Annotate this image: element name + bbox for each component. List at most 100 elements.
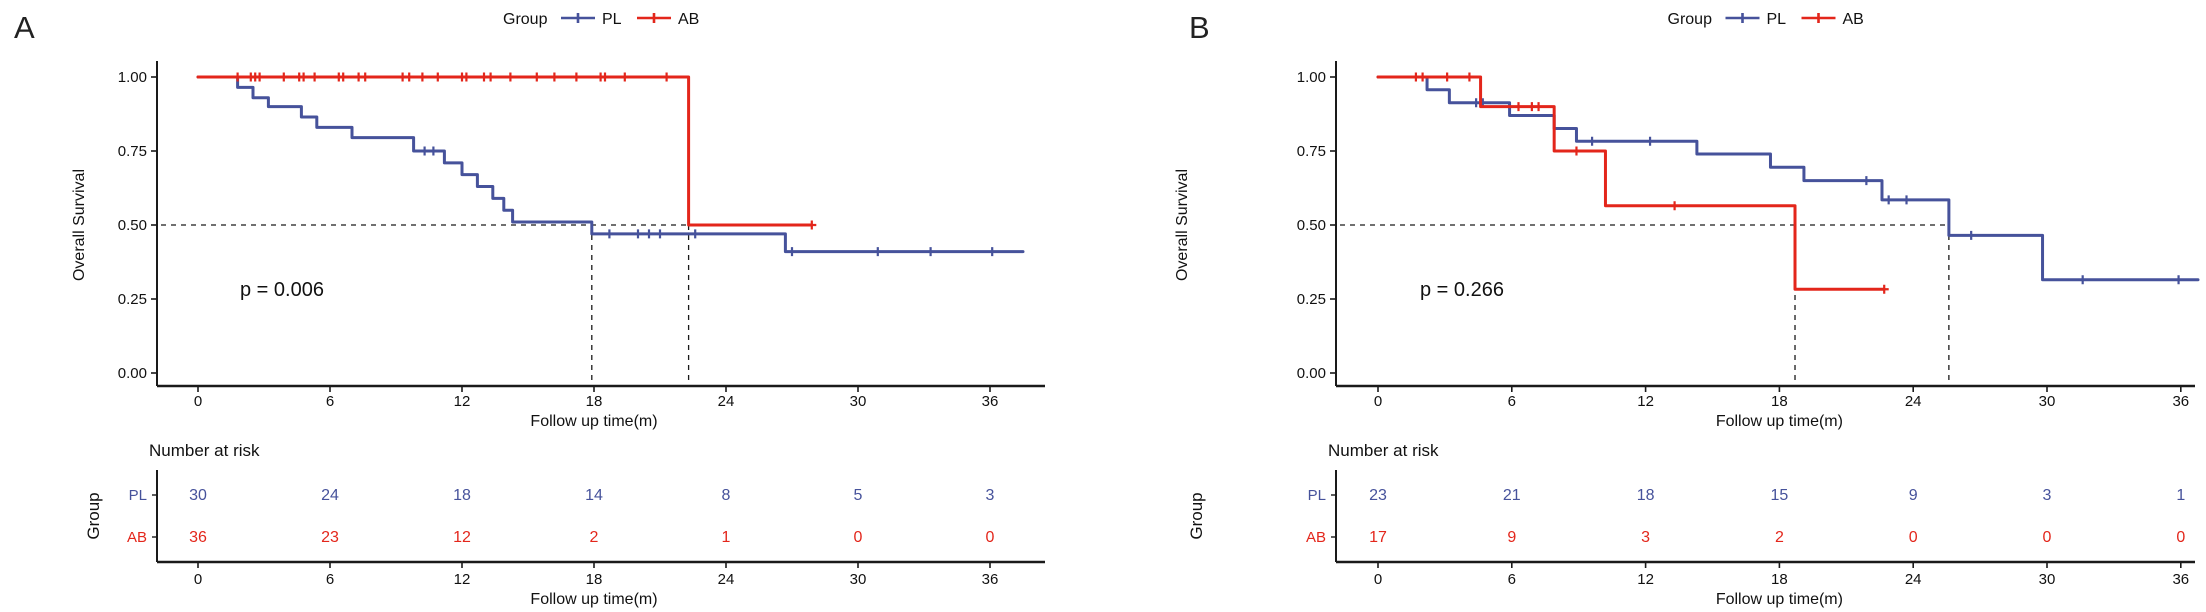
censor-marks-AB: [1411, 72, 1889, 294]
risk-count-PL: 18: [1637, 487, 1655, 504]
risk-row-label-PL: PL: [1308, 487, 1326, 504]
y-axis-title: Overall Survival: [71, 169, 88, 281]
y-tick-label: 0.75: [1297, 143, 1326, 160]
km-curve-AB: [196, 75, 814, 227]
risk-row-label-AB: AB: [1306, 529, 1326, 546]
x-tick-label: 30: [2039, 393, 2056, 410]
risk-x-tick-label: 24: [718, 571, 735, 588]
legend-key-PL-icon: [561, 13, 595, 23]
risk-x-tick-label: 12: [454, 571, 471, 588]
risk-count-PL: 3: [986, 487, 995, 504]
panel-B: B Group PL AB 0.00 0.25 0.50 0.75 1.00 Overall Su…: [1103, 0, 2206, 612]
risk-count-PL: 30: [189, 487, 207, 504]
y-tick-label: 0.50: [118, 217, 147, 234]
km-chart-B: B Group PL AB 0.00 0.25 0.50 0.75 1.00 Overall Su…: [1174, 10, 2200, 608]
risk-count-AB: 0: [2176, 529, 2185, 546]
legend-title: Group: [503, 11, 548, 28]
risk-count-AB: 23: [321, 529, 339, 546]
legend-entry-label: AB: [1843, 11, 1864, 28]
x-tick-label: 0: [194, 393, 202, 410]
panel-label: A: [14, 10, 35, 45]
risk-count-AB: 3: [1641, 529, 1650, 546]
x-axis-title: Follow up time(m): [530, 413, 657, 430]
risk-x-tick-label: 36: [2172, 571, 2189, 588]
km-chart-A: A Group PL AB 0.00 0.25 0.50 0.75 1.00 Overall Su…: [14, 10, 1045, 608]
risk-count-PL: 5: [854, 487, 863, 504]
risk-count-PL: 18: [453, 487, 471, 504]
risk-table-y-title: Group: [84, 492, 103, 539]
y-tick-label: 0.00: [118, 365, 147, 382]
x-axis-title: Follow up time(m): [1716, 413, 1843, 430]
legend-entry-label: AB: [678, 11, 699, 28]
legend-key-PL-icon: [1725, 13, 1760, 23]
risk-count-AB: 17: [1369, 529, 1387, 546]
risk-x-tick-label: 18: [586, 571, 603, 588]
risk-x-tick-label: 6: [1508, 571, 1516, 588]
risk-count-AB: 2: [590, 529, 599, 546]
x-tick-label: 0: [1374, 393, 1382, 410]
risk-x-tick-label: 0: [194, 571, 202, 588]
x-tick-label: 36: [2172, 393, 2189, 410]
risk-x-tick-label: 12: [1637, 571, 1654, 588]
y-tick-label: 0.75: [118, 143, 147, 160]
x-tick-label: 6: [326, 393, 334, 410]
risk-count-PL: 3: [2043, 487, 2052, 504]
y-tick-label: 1.00: [1297, 69, 1326, 86]
censor-marks-PL: [420, 146, 997, 257]
x-tick-label: 12: [1637, 393, 1654, 410]
legend-entry-label: PL: [1767, 11, 1787, 28]
x-tick-label: 6: [1508, 393, 1516, 410]
risk-x-tick-label: 36: [982, 571, 999, 588]
risk-count-AB: 2: [1775, 529, 1784, 546]
risk-table-title: Number at risk: [1328, 441, 1439, 460]
risk-count-AB: 1: [722, 529, 731, 546]
risk-count-PL: 9: [1909, 487, 1918, 504]
y-tick-label: 1.00: [118, 69, 147, 86]
y-tick-label: 0.00: [1297, 365, 1326, 382]
km-curve-AB: [1376, 75, 1886, 291]
panel-label: B: [1189, 10, 1210, 45]
risk-count-AB: 0: [854, 529, 863, 546]
risk-count-AB: 0: [2043, 529, 2052, 546]
p-value: p = 0.266: [1420, 279, 1504, 301]
risk-x-tick-label: 24: [1905, 571, 1922, 588]
risk-count-PL: 21: [1503, 487, 1521, 504]
risk-count-PL: 14: [585, 487, 603, 504]
legend-key-AB-icon: [1801, 13, 1836, 23]
risk-count-PL: 23: [1369, 487, 1387, 504]
risk-count-PL: 8: [722, 487, 731, 504]
risk-row-label-AB: AB: [127, 529, 147, 546]
risk-count-AB: 0: [986, 529, 995, 546]
x-tick-label: 24: [718, 393, 735, 410]
legend-title: Group: [1668, 11, 1713, 28]
risk-count-AB: 36: [189, 529, 207, 546]
y-tick-label: 0.25: [1297, 291, 1326, 308]
km-curve-PL: [196, 75, 1025, 254]
risk-row-label-PL: PL: [129, 487, 147, 504]
x-tick-label: 12: [454, 393, 471, 410]
risk-count-PL: 1: [2176, 487, 2185, 504]
risk-count-PL: 15: [1771, 487, 1789, 504]
x-tick-label: 18: [1771, 393, 1788, 410]
x-tick-label: 24: [1905, 393, 1922, 410]
y-axis-title: Overall Survival: [1174, 169, 1191, 281]
legend-entry-label: PL: [602, 11, 622, 28]
km-curve-PL: [1376, 75, 2200, 282]
censor-marks-AB: [233, 72, 817, 230]
risk-count-AB: 0: [1909, 529, 1918, 546]
risk-x-tick-label: 30: [850, 571, 867, 588]
risk-x-axis-title: Follow up time(m): [1716, 591, 1843, 608]
risk-x-tick-label: 0: [1374, 571, 1382, 588]
risk-x-tick-label: 6: [326, 571, 334, 588]
y-tick-label: 0.50: [1297, 217, 1326, 234]
y-tick-label: 0.25: [118, 291, 147, 308]
risk-count-AB: 9: [1507, 529, 1516, 546]
legend-key-AB-icon: [637, 13, 671, 23]
x-tick-label: 18: [586, 393, 603, 410]
panel-A: A Group PL AB 0.00 0.25 0.50 0.75 1.00 Overall Su…: [14, 10, 1045, 608]
risk-x-axis-title: Follow up time(m): [530, 591, 657, 608]
risk-count-AB: 12: [453, 529, 471, 546]
x-tick-label: 30: [850, 393, 867, 410]
p-value: p = 0.006: [240, 279, 324, 301]
